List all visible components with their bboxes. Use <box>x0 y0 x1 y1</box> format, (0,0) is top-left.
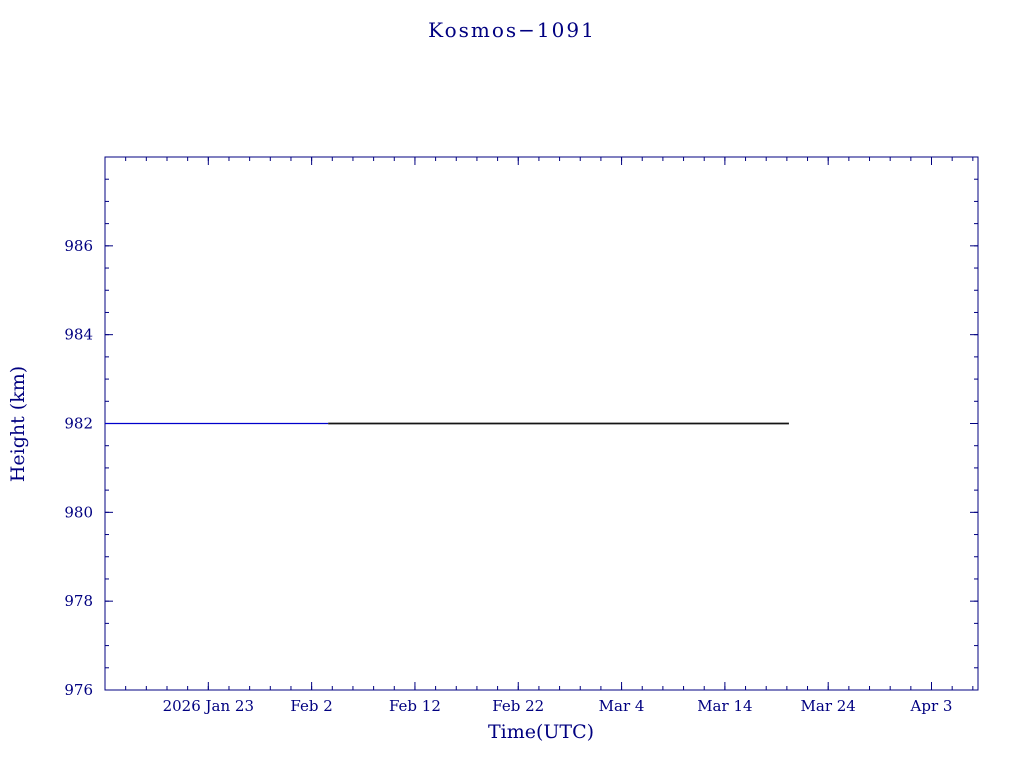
y-tick-label: 986 <box>64 237 93 255</box>
chart-title: Kosmos−1091 <box>428 18 596 42</box>
x-tick-label: Feb 2 <box>290 697 332 715</box>
x-tick-label: Feb 22 <box>492 697 544 715</box>
y-axis-label: Height (km) <box>7 366 29 482</box>
x-tick-label: Apr 3 <box>910 697 953 715</box>
y-tick-label: 982 <box>64 415 93 433</box>
x-tick-label: 2026 Jan 23 <box>163 697 254 715</box>
x-tick-label: Feb 12 <box>389 697 441 715</box>
plot-frame: 2026 Jan 23 Feb 2 Feb 12 Feb 22 Mar 4 Mar 14 M… <box>64 156 979 715</box>
y-tick-label: 980 <box>64 503 93 521</box>
y-tick-label: 976 <box>64 681 93 699</box>
y-tick-label: 978 <box>64 592 93 610</box>
x-tick-label: Mar 14 <box>697 697 752 715</box>
x-tick-label: Mar 24 <box>801 697 856 715</box>
y-tick-label: 984 <box>64 326 93 344</box>
x-tick-label: Mar 4 <box>599 697 645 715</box>
x-axis-label: Time(UTC) <box>488 721 594 743</box>
